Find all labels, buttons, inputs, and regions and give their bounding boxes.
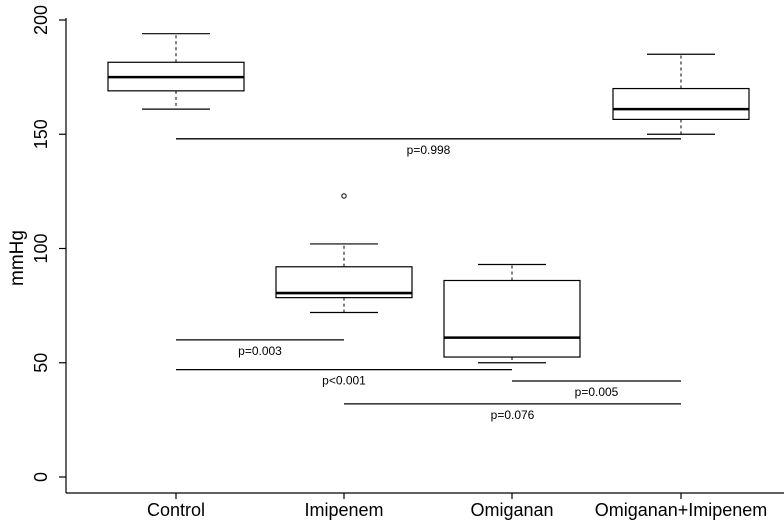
p-value-label: p=0.076 xyxy=(491,408,535,422)
p-value-label: p=0.005 xyxy=(575,385,619,399)
box-omiganan xyxy=(443,263,581,364)
box-omiganan-imipenem xyxy=(612,53,750,135)
p-value-label: p=0.003 xyxy=(238,344,282,358)
x-tick-label: Imipenem xyxy=(304,500,383,520)
p-value-label: p=0.998 xyxy=(407,143,451,157)
x-tick-label: Omiganan xyxy=(470,500,553,520)
iqr-box xyxy=(443,279,581,358)
boxes xyxy=(107,33,750,364)
y-tick-label: 50 xyxy=(31,353,51,373)
y-tick-label: 100 xyxy=(31,233,51,263)
comparison-lines: p=0.998 p=0.003 p<0.001 p=0.005 p=0.076 xyxy=(176,138,681,422)
x-tick-label: Omiganan+Imipenem xyxy=(595,500,768,520)
x-tick-label: Control xyxy=(147,500,205,520)
y-tick-label: 0 xyxy=(31,472,51,482)
axes: 0 50 100 150 200 Control Imipenem Omiganan Omiga… xyxy=(31,5,784,520)
y-tick-label: 150 xyxy=(31,119,51,149)
y-tick-label: 200 xyxy=(31,5,51,35)
box-imipenem xyxy=(275,193,413,314)
box-control xyxy=(107,33,245,110)
iqr-box xyxy=(612,87,750,120)
outlier-point xyxy=(341,193,347,199)
y-axis-title: mmHg xyxy=(7,230,28,286)
p-value-label: p<0.001 xyxy=(322,374,366,388)
